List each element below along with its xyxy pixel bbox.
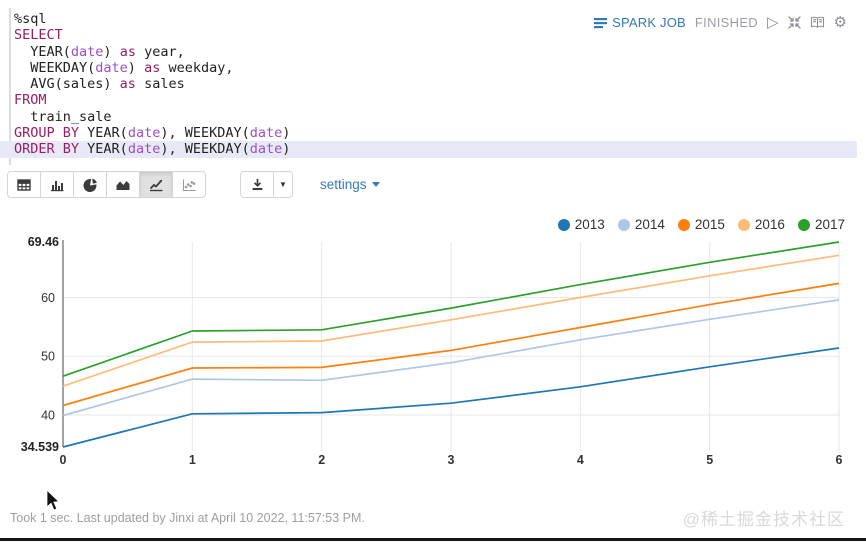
y-tick-label: 40 [41,408,55,422]
visualization-toolbar: ▼ settings [7,171,380,198]
legend-dot [677,218,690,231]
x-tick-label: 2 [318,453,325,467]
line-chart[interactable]: 0 1 2 3 4 5 6 40 50 60 69.46 34.539 [0,236,866,476]
mouse-cursor [46,490,61,511]
status-badge: FINISHED [694,15,758,30]
chart-legend: 2013 2014 2015 2016 2017 [557,217,845,232]
bar-chart-icon [51,180,64,191]
legend-label: 2014 [634,217,665,232]
chart-type-bar-button[interactable] [40,171,74,198]
compress-icon[interactable] [787,16,801,29]
legend-item-2016[interactable]: 2016 [737,217,785,232]
code-line[interactable]: AVG(sales) as sales [14,76,185,93]
download-dropdown-caret[interactable]: ▼ [273,171,293,198]
settings-toggle[interactable]: settings [320,177,380,192]
series-line-2017[interactable] [62,241,840,378]
legend-label: 2013 [574,217,605,232]
y-tick-label: 60 [41,291,55,305]
chart-type-pie-button[interactable] [73,171,107,198]
chevron-down-icon [371,182,380,187]
code-line[interactable]: train_sale [14,108,112,125]
legend-dot [617,218,630,231]
legend-dot [557,218,570,231]
x-tick-label: 3 [448,453,455,467]
x-tick-label: 6 [836,453,843,467]
spark-job-link[interactable]: SPARK JOB [594,15,686,30]
code-line[interactable]: YEAR(date) as year, [14,43,185,60]
chart-type-line-button[interactable] [139,171,173,198]
code-line[interactable]: WEEKDAY(date) as weekday, [14,59,234,76]
code-line[interactable]: %sql [14,11,47,27]
series-line-2015[interactable] [62,282,840,407]
paragraph-status-text: Took 1 sec. Last updated by Jinxi at Apr… [10,511,365,525]
bottom-divider [0,538,866,541]
paragraph-header: SPARK JOB FINISHED ▷ ⚙ [594,15,847,30]
scatter-chart-icon [183,179,196,191]
legend-item-2013[interactable]: 2013 [557,217,605,232]
book-icon[interactable] [810,16,825,29]
y-min-label: 34.539 [21,440,59,454]
legend-label: 2015 [694,217,725,232]
legend-label: 2017 [814,217,845,232]
area-chart-icon [116,180,130,190]
download-button[interactable] [240,171,274,198]
x-tick-label: 0 [60,453,67,467]
spark-job-label: SPARK JOB [612,15,686,30]
download-icon [252,178,262,191]
series-line-2013[interactable] [62,347,840,448]
editor-left-border [9,8,11,165]
watermark-text: @稀土掘金技术社区 [682,510,845,529]
code-line[interactable]: GROUP BY YEAR(date), WEEKDAY(date) [14,125,291,142]
chart-type-group [7,171,206,198]
download-group: ▼ [240,171,293,198]
spark-list-icon [594,17,608,28]
legend-label: 2016 [754,217,785,232]
settings-label: settings [320,177,367,192]
run-paragraph-button[interactable]: ▷ [767,13,779,31]
legend-dot [797,218,810,231]
legend-dot [737,218,750,231]
sql-code-editor[interactable]: %sql SELECT YEAR(date) as year, WEEKDAY(d… [0,11,866,158]
legend-item-2015[interactable]: 2015 [677,217,725,232]
code-line-active[interactable]: ORDER BY YEAR(date), WEEKDAY(date) [0,141,857,158]
line-chart-icon [149,179,163,191]
x-tick-label: 4 [577,453,584,467]
legend-item-2014[interactable]: 2014 [617,217,665,232]
series-line-2016[interactable] [62,254,840,388]
legend-item-2017[interactable]: 2017 [797,217,845,232]
y-max-label: 69.46 [28,236,59,249]
gear-icon[interactable]: ⚙ [833,13,847,31]
chart-type-scatter-button[interactable] [172,171,206,198]
series-line-2014[interactable] [62,299,840,417]
pie-chart-icon [83,178,97,192]
code-line[interactable]: SELECT [14,27,63,44]
y-tick-label: 50 [41,350,55,364]
chart-type-table-button[interactable] [7,171,41,198]
chart-type-area-button[interactable] [106,171,140,198]
x-tick-label: 1 [189,453,196,467]
table-icon [17,178,31,191]
code-line[interactable]: FROM [14,92,47,109]
x-tick-label: 5 [706,453,713,467]
